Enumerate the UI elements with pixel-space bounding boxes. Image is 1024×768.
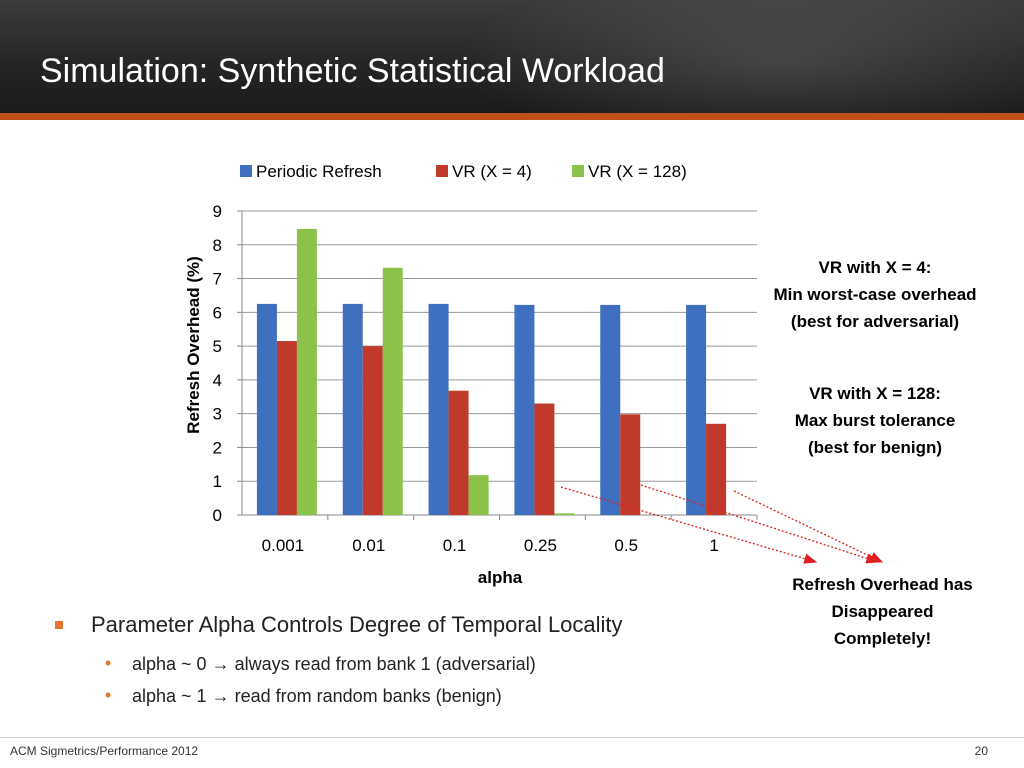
legend-label: VR (X = 4) — [452, 162, 532, 181]
legend-swatch — [436, 165, 448, 177]
note-x4-line1: VR with X = 4: — [818, 258, 932, 277]
y-tick-label: 0 — [213, 506, 222, 525]
y-tick-label: 9 — [213, 202, 222, 221]
note-disappeared-line1: Refresh Overhead has — [792, 575, 973, 594]
x-tick-label: 0.1 — [443, 536, 467, 555]
note-overhead-disappeared: Refresh Overhead has Disappeared Complet… — [760, 571, 1005, 652]
x-tick-label: 0.001 — [262, 536, 305, 555]
note-x4-line3: (best for adversarial) — [790, 312, 960, 331]
dot-bullet-icon: • — [105, 685, 112, 705]
slide-title: Simulation: Synthetic Statistical Worklo… — [40, 52, 665, 90]
bullet-sub-2-text: alpha ~ 1 → read from random banks (beni… — [132, 686, 502, 706]
x-tick-label: 0.01 — [352, 536, 385, 555]
note-vr-x4: VR with X = 4: Min worst-case overhead (… — [745, 254, 1005, 335]
bar — [620, 414, 641, 515]
note-x128-line3: (best for benign) — [807, 438, 943, 457]
y-tick-label: 4 — [213, 371, 222, 390]
note-disappeared-line3: Completely! — [833, 629, 932, 648]
legend-label: Periodic Refresh — [256, 162, 382, 181]
x-tick-label: 0.25 — [524, 536, 557, 555]
legend-label: VR (X = 128) — [588, 162, 687, 181]
y-tick-label: 2 — [213, 438, 222, 457]
note-disappeared-line2: Disappeared — [831, 602, 934, 621]
bar — [554, 513, 575, 515]
bar — [686, 304, 707, 515]
title-banner: Simulation: Synthetic Statistical Worklo… — [0, 0, 1024, 113]
bar — [342, 303, 363, 515]
bar — [448, 390, 469, 515]
bar — [600, 304, 621, 515]
dot-bullet-icon: • — [105, 653, 112, 673]
square-bullet-icon — [55, 621, 63, 629]
legend-swatch — [572, 165, 584, 177]
y-tick-label: 6 — [213, 303, 222, 322]
note-x128-line2: Max burst tolerance — [794, 411, 956, 430]
bar — [534, 403, 555, 515]
note-vr-x128: VR with X = 128: Max burst tolerance (be… — [745, 380, 1005, 461]
bullet-sub-1-text: alpha ~ 0 → always read from bank 1 (adv… — [132, 654, 536, 674]
bar — [382, 267, 403, 515]
y-tick-label: 1 — [213, 472, 222, 491]
accent-bar — [0, 113, 1024, 120]
bar — [256, 303, 277, 515]
bar — [468, 475, 489, 515]
bar — [514, 304, 535, 515]
y-tick-label: 7 — [213, 270, 222, 289]
banner-sheen — [430, 0, 1024, 113]
pointer-arrow — [640, 484, 880, 564]
pointer-arrow — [560, 486, 818, 564]
footer-conference: ACM Sigmetrics/Performance 2012 — [10, 744, 199, 758]
bullet-main-text: Parameter Alpha Controls Degree of Tempo… — [91, 612, 623, 637]
x-tick-label: 0.5 — [614, 536, 638, 555]
bar — [428, 303, 449, 515]
note-x128-line1: VR with X = 128: — [809, 384, 941, 403]
x-axis-label: alpha — [478, 568, 523, 587]
bar — [276, 341, 297, 515]
bar — [706, 423, 727, 515]
y-axis-label: Refresh Overhead (%) — [184, 256, 203, 434]
y-tick-label: 5 — [213, 337, 222, 356]
pointer-arrow — [733, 490, 884, 563]
note-x4-line2: Min worst-case overhead — [773, 285, 977, 304]
footer-divider — [0, 737, 1024, 738]
x-tick-label: 1 — [709, 536, 718, 555]
legend-swatch — [240, 165, 252, 177]
bar — [296, 228, 317, 515]
page-number: 20 — [974, 744, 988, 758]
y-tick-label: 3 — [213, 405, 222, 424]
y-tick-label: 8 — [213, 236, 222, 255]
bar — [362, 346, 383, 515]
